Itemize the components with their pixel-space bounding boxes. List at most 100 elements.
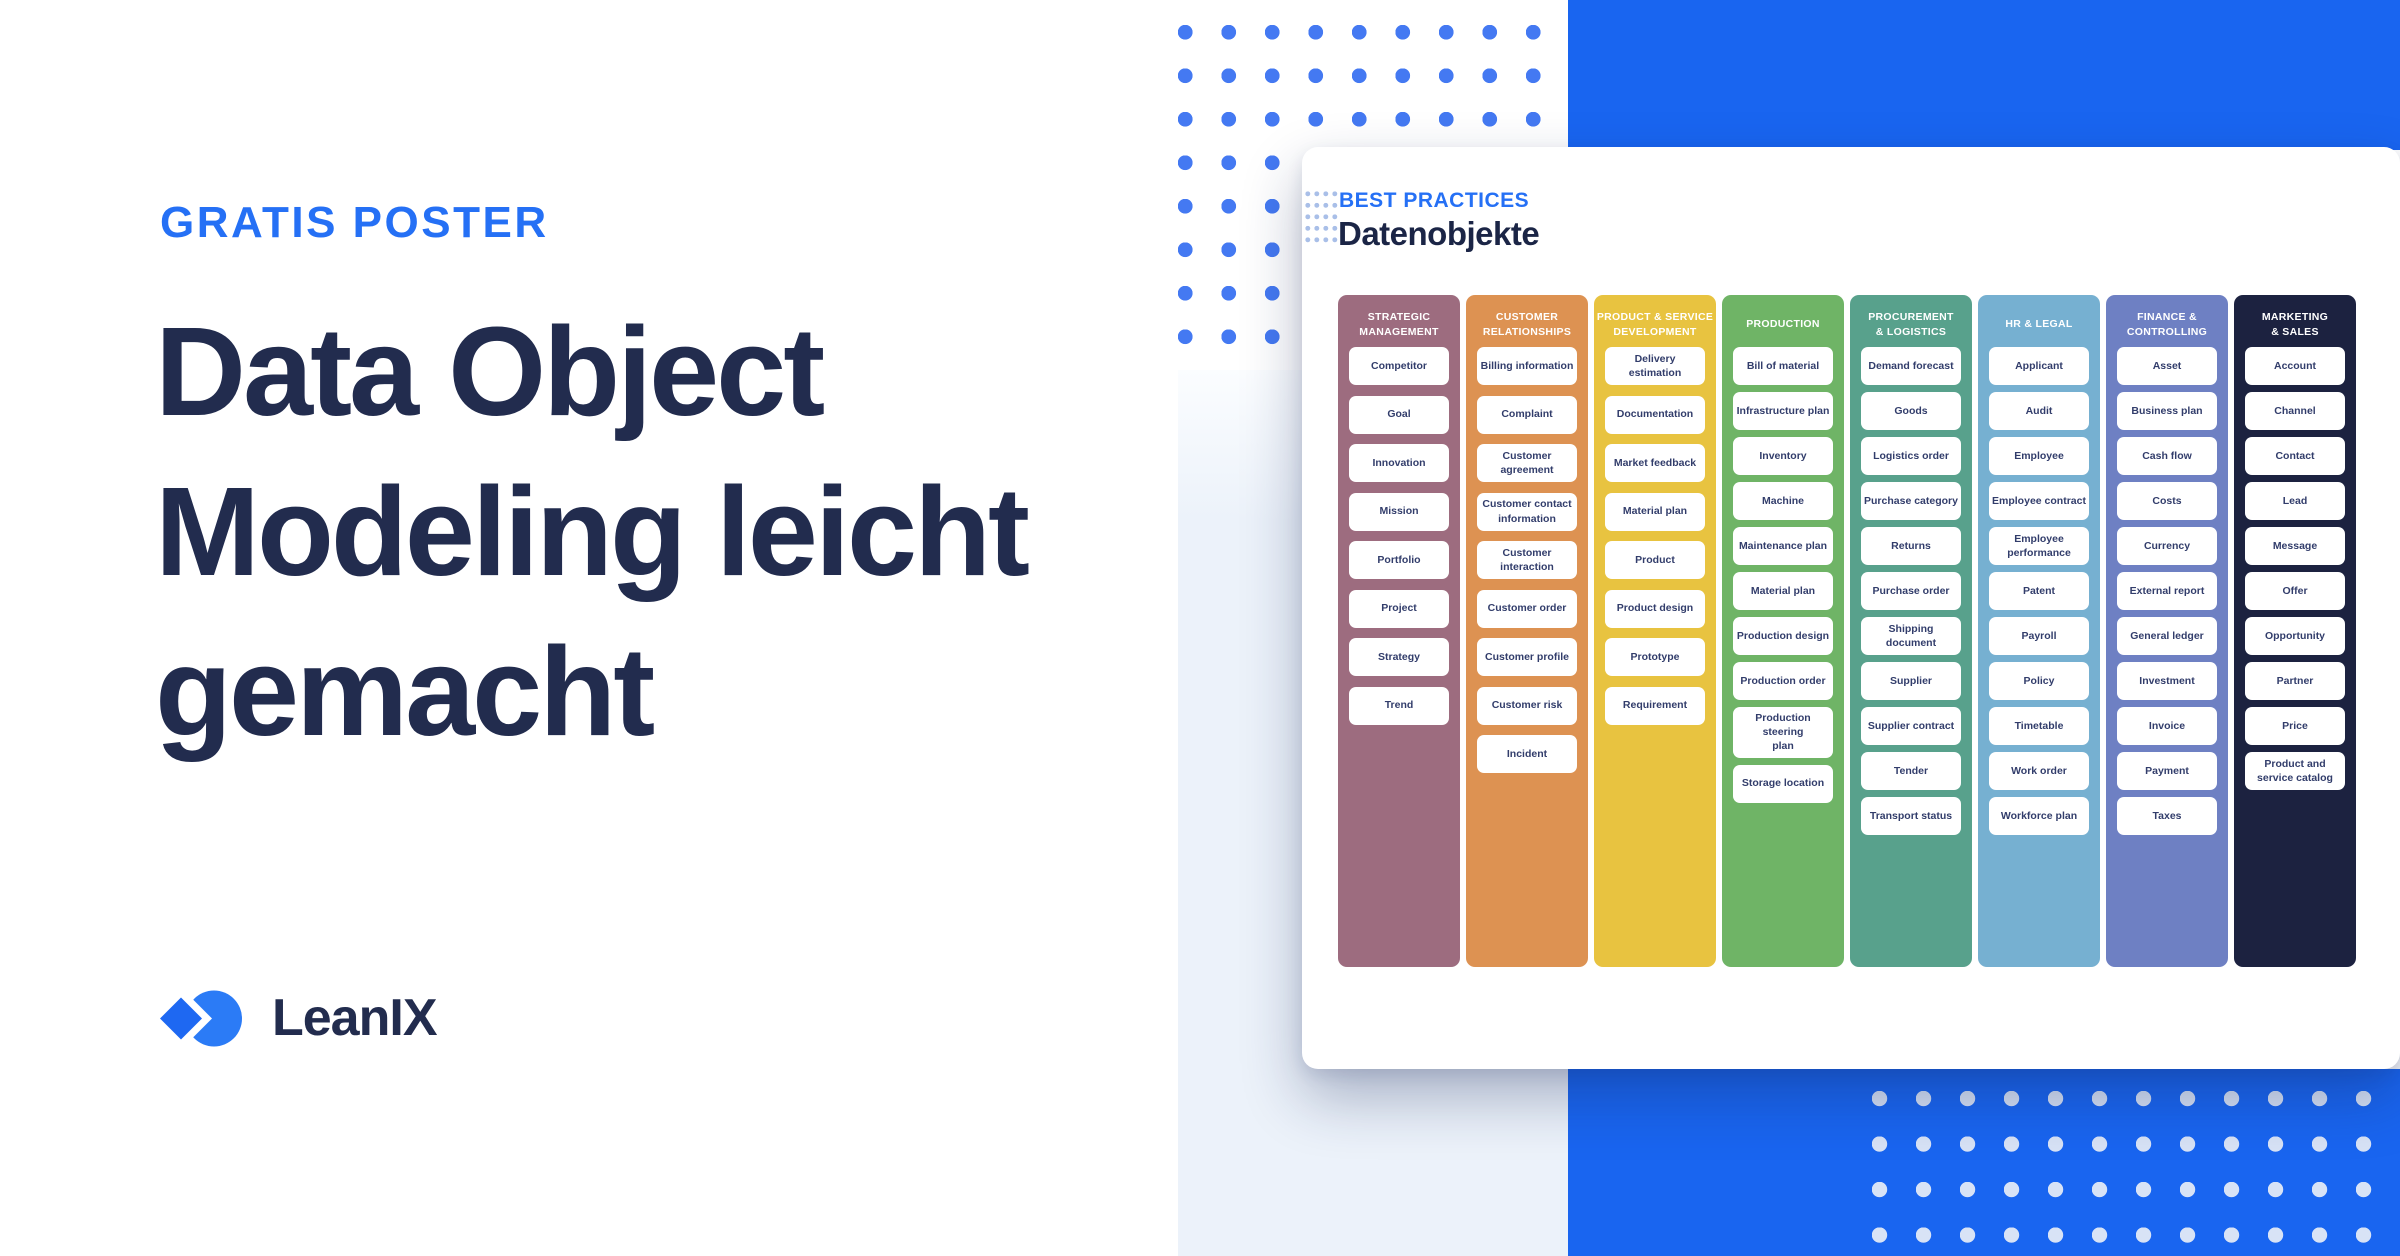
data-object-chip: Audit [1989,392,2089,430]
data-object-chip: Bill of material [1733,347,1833,385]
data-object-chip: Tender [1861,752,1961,790]
poster-columns: STRATEGIC MANAGEMENT Competitor Goal Innovat… [1338,295,2356,967]
data-object-chip: Infrastructure plan [1733,392,1833,430]
data-object-chip: Invoice [2117,707,2217,745]
data-object-chip: Production order [1733,662,1833,700]
data-object-chip: Delivery estimation [1605,347,1705,385]
data-object-chip: Policy [1989,662,2089,700]
poster-card: BEST PRACTICES Datenobjekte STRATEGIC MAN… [1302,147,2400,1069]
data-object-chip: Contact [2245,437,2345,475]
data-object-chip: Customer profile [1477,638,1577,676]
data-object-chip: Asset [2117,347,2217,385]
data-object-chip: Storage location [1733,764,1833,803]
category-title: CUSTOMER RELATIONSHIPS [1482,310,1572,338]
chip-list: Asset Business plan Cash flow Costs Currency… [2106,347,2228,835]
data-object-chip: Customer agreement [1477,444,1577,482]
data-object-chip: Channel [2245,392,2345,430]
data-object-chip: Timetable [1989,707,2089,745]
data-object-chip: Goods [1861,392,1961,430]
data-object-chip: Billing information [1477,347,1577,385]
chip-list: Delivery estimation Documentation Market f… [1594,347,1716,725]
data-object-chip: Project [1349,589,1449,628]
data-object-chip: Business plan [2117,392,2217,430]
data-object-chip: Workforce plan [1989,797,2089,835]
data-object-chip: Message [2245,527,2345,565]
category-title: MARKETING & SALES [2261,310,2329,338]
data-object-chip: Purchase category [1861,482,1961,520]
data-object-chip: Supplier contract [1861,707,1961,745]
data-object-chip: Investment [2117,662,2217,700]
data-object-chip: Product design [1605,589,1705,628]
data-object-chip: Documentation [1605,395,1705,434]
data-object-chip: Incident [1477,735,1577,773]
dot-grid-bottom-decoration [1872,1091,2377,1243]
data-object-chip: Purchase order [1861,572,1961,610]
data-object-chip: Requirement [1605,686,1705,725]
data-object-chip: Customer contact information [1477,492,1577,531]
chip-list: Demand forecast Goods Logistics order Purch… [1850,347,1972,835]
chip-list: Account Channel Contact Lead Message Offer Opp… [2234,347,2356,790]
data-object-chip: Prototype [1605,638,1705,676]
data-object-chip: Shipping document [1861,617,1961,655]
chip-list: Billing information Complaint Customer agr… [1466,347,1588,773]
data-object-chip: Lead [2245,482,2345,520]
poster-title: Datenobjekte [1338,215,1540,252]
data-object-chip: Innovation [1349,444,1449,482]
category-column: PRODUCTION Bill of material Infrastructure… [1722,295,1844,967]
category-column: MARKETING & SALES Account Channel Contact Lea… [2234,295,2356,967]
data-object-chip: Market feedback [1605,444,1705,482]
data-object-chip: Customer order [1477,589,1577,628]
data-object-chip: Goal [1349,395,1449,434]
leanix-logo-icon [158,990,242,1047]
data-object-chip: Costs [2117,482,2217,520]
data-object-chip: Machine [1733,482,1833,520]
data-object-chip: Product [1605,541,1705,579]
category-title: PROCUREMENT & LOGISTICS [1868,310,1954,338]
data-object-chip: Production design [1733,617,1833,655]
data-object-chip: Production steering plan [1733,707,1833,758]
hero-headline: Data Object Modeling leicht gemacht [155,292,1215,772]
category-column: CUSTOMER RELATIONSHIPS Billing information… [1466,295,1588,967]
data-object-chip: Supplier [1861,662,1961,700]
data-object-chip: Customer interaction [1477,541,1577,579]
data-object-chip: Complaint [1477,395,1577,434]
brand-lockup: LeanIX [158,988,437,1048]
category-column: PRODUCT & SERVICE DEVELOPMENT Delivery est… [1594,295,1716,967]
category-title: PRODUCT & SERVICE DEVELOPMENT [1596,310,1714,338]
data-object-chip: Logistics order [1861,437,1961,475]
chip-list: Bill of material Infrastructure plan Inven… [1722,347,1844,803]
chip-list: Competitor Goal Innovation Mission Portfolio… [1338,347,1460,725]
data-object-chip: Employee performance [1989,527,2089,565]
data-object-chip: Taxes [2117,797,2217,835]
poster-eyebrow: BEST PRACTICES [1339,189,1530,212]
data-object-chip: Payroll [1989,617,2089,655]
hero-headline-line-2: Modeling leicht [155,461,1030,603]
data-object-chip: Cash flow [2117,437,2217,475]
data-object-chip: Currency [2117,527,2217,565]
data-object-chip: Trend [1349,686,1449,725]
data-object-chip: Strategy [1349,638,1449,676]
blue-block-top-right [1568,0,2400,150]
category-column: FINANCE & CONTROLLING Asset Business plan Ca… [2106,295,2228,967]
data-object-chip: Material plan [1733,572,1833,610]
data-object-chip: Employee contract [1989,482,2089,520]
data-object-chip: Work order [1989,752,2089,790]
data-object-chip: Maintenance plan [1733,527,1833,565]
data-object-chip: Demand forecast [1861,347,1961,385]
data-object-chip: Transport status [1861,797,1961,835]
data-object-chip: Opportunity [2245,617,2345,655]
data-object-chip: Offer [2245,572,2345,610]
category-title: FINANCE & CONTROLLING [2126,310,2208,338]
category-column: PROCUREMENT & LOGISTICS Demand forecast Goo… [1850,295,1972,967]
data-object-chip: Patent [1989,572,2089,610]
category-column: HR & LEGAL Applicant Audit Employee Employee… [1978,295,2100,967]
badge-dot-grid-icon [1305,191,1339,247]
category-title: STRATEGIC MANAGEMENT [1359,310,1439,338]
data-object-chip: Account [2245,347,2345,385]
hero-headline-line-3: gemacht [155,621,655,763]
data-object-chip: Employee [1989,437,2089,475]
data-object-chip: Customer risk [1477,686,1577,725]
data-object-chip: Competitor [1349,347,1449,385]
data-object-chip: Material plan [1605,492,1705,531]
